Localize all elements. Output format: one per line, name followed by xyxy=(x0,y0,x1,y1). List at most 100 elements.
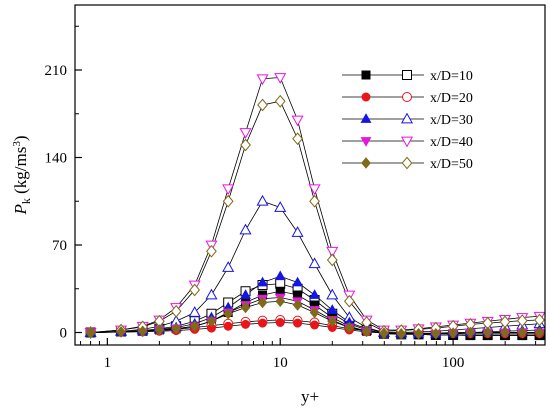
y-tick-label: 70 xyxy=(52,238,67,254)
data-point-x-d-50-dns xyxy=(154,324,165,336)
data-point-x-d-40-model xyxy=(308,184,321,196)
data-point-x-d-50-dns xyxy=(206,315,217,328)
data-point-x-d-30-model xyxy=(205,288,218,300)
data-point-x-d-50-dns xyxy=(361,325,372,338)
legend-marker-open xyxy=(402,70,412,80)
y-axis-title-sub: k xyxy=(19,198,33,204)
data-point-x-d-50-model xyxy=(189,283,201,297)
legend-marker-open xyxy=(401,156,413,170)
legend-marker-filled xyxy=(361,157,371,169)
data-point-x-d-50-model xyxy=(206,244,217,258)
data-point-x-d-50-model xyxy=(309,194,320,208)
x-tick-label: 100 xyxy=(442,355,465,371)
data-point-x-d-30-model xyxy=(274,201,287,212)
data-point-x-d-20-dns xyxy=(310,320,320,330)
data-point-x-d-50-model xyxy=(534,313,545,327)
data-point-x-d-20-dns xyxy=(223,321,233,331)
legend-marker-open xyxy=(400,112,414,124)
axis-ticks xyxy=(75,25,537,345)
data-point-x-d-50-dns xyxy=(275,295,286,308)
data-point-x-d-30-model xyxy=(291,226,304,237)
x-axis-title: y+ xyxy=(301,387,319,406)
data-point-x-d-30-dns xyxy=(292,276,304,287)
data-point-x-d-50-dns xyxy=(396,327,407,340)
data-point-x-d-50-dns xyxy=(240,301,251,314)
x-tick-label: 1 xyxy=(104,355,112,371)
data-point-x-d-40-model xyxy=(256,74,269,86)
data-point-x-d-20-dns xyxy=(275,318,285,327)
data-point-x-d-50-dns xyxy=(500,326,510,339)
data-point-x-d-20-dns xyxy=(258,318,268,328)
legend-marker-filled xyxy=(361,92,371,102)
data-point-x-d-40-model xyxy=(239,128,252,139)
data-point-x-d-50-dns xyxy=(465,326,476,339)
data-point-x-d-30-dns xyxy=(309,289,321,299)
data-point-x-d-50-dns xyxy=(189,320,200,333)
x-tick-label: 10 xyxy=(273,355,288,371)
legend-marker-open xyxy=(400,136,414,148)
legend-label: x/D=50 xyxy=(430,157,473,172)
data-point-x-d-20-dns xyxy=(241,319,251,329)
data-point-x-d-50-dns xyxy=(534,326,545,339)
data-point-x-d-30-model xyxy=(222,261,235,272)
data-point-x-d-50-dns xyxy=(430,327,441,340)
data-point-x-d-40-model xyxy=(291,115,304,127)
data-point-x-d-50-model xyxy=(292,132,303,146)
data-point-x-d-30-dns xyxy=(257,276,268,287)
data-point-x-d-50-dns xyxy=(379,327,389,339)
axis-tick-labels: 1 10 100 0 70 140 210 xyxy=(45,63,465,371)
data-point-x-d-50-dns xyxy=(223,307,234,320)
data-point-x-d-40-model xyxy=(326,246,339,258)
y-tick-label: 0 xyxy=(60,326,68,342)
data-point-x-d-40-model xyxy=(274,73,287,84)
legend-marker-filled xyxy=(360,113,372,123)
data-point-x-d-50-model xyxy=(343,294,355,308)
legend-label: x/D=10 xyxy=(430,69,473,84)
legend-label: x/D=30 xyxy=(430,113,473,128)
data-point-x-d-30-model xyxy=(256,194,269,206)
y-axis-title-main: P xyxy=(11,204,30,215)
data-point-x-d-50-model xyxy=(326,253,338,267)
legend-label: x/D=20 xyxy=(430,91,473,106)
legend-marker-filled xyxy=(361,70,371,80)
data-point-x-d-50-model xyxy=(274,94,286,108)
data-point-x-d-30-model xyxy=(188,306,201,317)
data-point-x-d-30-model xyxy=(308,257,321,269)
y-axis-title: Pk (kg/ms3) xyxy=(11,135,33,215)
data-point-x-d-50-model xyxy=(516,314,528,328)
data-point-x-d-50-dns xyxy=(482,326,493,339)
data-point-x-d-50-model xyxy=(257,98,268,112)
data-point-x-d-30-model xyxy=(326,288,339,300)
data-point-x-d-30-dns xyxy=(240,289,251,299)
data-point-x-d-50-dns xyxy=(137,325,148,338)
y-axis-title-unit-end: ) xyxy=(11,135,30,141)
y-axis-title-unit: (kg/ms xyxy=(11,147,30,198)
data-point-x-d-50-dns xyxy=(171,322,181,335)
data-point-x-d-50-dns xyxy=(292,299,303,311)
data-point-x-d-30-dns xyxy=(274,270,286,281)
data-point-x-d-50-dns xyxy=(116,326,126,338)
data-point-x-d-50-model xyxy=(170,304,182,318)
legend-marker-open xyxy=(402,92,412,102)
data-point-x-d-30-model xyxy=(239,223,252,235)
data-point-x-d-50-dns xyxy=(85,326,96,339)
data-point-x-d-50-dns xyxy=(344,321,355,334)
data-point-x-d-50-dns xyxy=(309,306,320,319)
legend-marker-filled xyxy=(360,137,372,147)
y-tick-label: 210 xyxy=(45,63,68,79)
data-point-x-d-50-dns xyxy=(257,296,268,309)
data-point-x-d-50-dns xyxy=(413,327,424,340)
data-point-x-d-50-dns xyxy=(327,315,338,328)
data-point-x-d-40-model xyxy=(222,184,235,196)
y-axis-title-unit-sup: 3 xyxy=(11,141,23,147)
plot-markers xyxy=(84,73,546,341)
data-point-x-d-20-dns xyxy=(293,318,303,328)
data-point-x-d-50-model xyxy=(240,138,251,152)
y-tick-label: 140 xyxy=(45,151,68,167)
plot-frame xyxy=(74,4,546,346)
data-point-x-d-50-model xyxy=(222,194,234,208)
legend-label: x/D=40 xyxy=(430,135,473,150)
data-point-x-d-50-dns xyxy=(517,326,528,339)
legend: x/D=10 x/D=20 x/D=30 x/D=40 x/D=50 xyxy=(342,69,473,172)
